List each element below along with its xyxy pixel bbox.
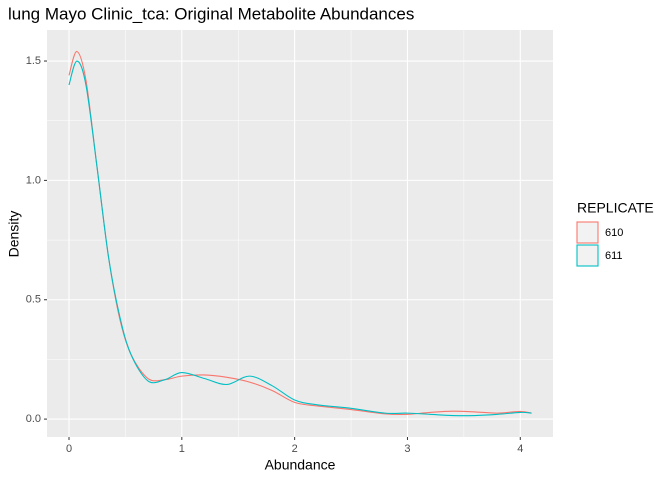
x-axis-label: Abundance [265,457,336,473]
density-line [68,60,532,417]
y-tick-label: 1.0 [26,174,41,186]
plot-panel [47,30,553,437]
legend-label: 610 [605,227,623,239]
y-tick-label: 0.5 [26,294,41,306]
chart-title: lung Mayo Clinic_tca: Original Metabolit… [8,4,414,23]
legend-key [576,221,599,244]
x-tick-label: 0 [66,443,72,455]
x-tick-label: 3 [404,443,410,455]
x-tick-label: 2 [292,443,298,455]
legend-title: REPLICATE [577,200,654,216]
legend-label: 611 [605,250,623,262]
legend-key [576,244,599,267]
y-tick-label: 1.5 [26,55,41,67]
x-tick-label: 1 [179,443,185,455]
y-tick-label: 0.0 [26,413,41,425]
x-tick-label: 4 [517,443,523,455]
y-axis-label: Density [6,211,22,258]
